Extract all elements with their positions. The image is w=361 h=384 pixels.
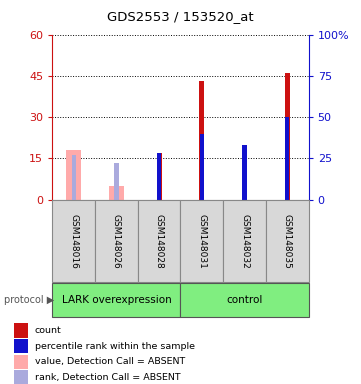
Bar	[180, 283, 309, 317]
Bar	[52, 283, 180, 317]
Bar	[223, 200, 266, 282]
Text: GSM148028: GSM148028	[155, 214, 164, 268]
Text: protocol ▶: protocol ▶	[4, 295, 54, 305]
Bar	[114, 162, 118, 200]
Bar	[285, 73, 290, 200]
Bar	[266, 200, 309, 282]
Text: GDS2553 / 153520_at: GDS2553 / 153520_at	[107, 10, 254, 23]
Bar	[138, 200, 180, 282]
Bar	[14, 355, 28, 369]
Text: rank, Detection Call = ABSENT: rank, Detection Call = ABSENT	[35, 373, 180, 382]
Bar	[14, 370, 28, 384]
Bar	[200, 134, 204, 200]
Bar	[14, 323, 28, 338]
Text: GSM148032: GSM148032	[240, 214, 249, 268]
Bar	[157, 154, 161, 200]
Text: count: count	[35, 326, 62, 335]
Bar	[95, 200, 138, 282]
Text: GSM148031: GSM148031	[197, 214, 206, 268]
Bar	[180, 200, 223, 282]
Bar	[285, 117, 290, 200]
Text: GSM148016: GSM148016	[69, 214, 78, 268]
Bar	[66, 150, 81, 200]
Text: value, Detection Call = ABSENT: value, Detection Call = ABSENT	[35, 357, 185, 366]
Bar	[52, 200, 95, 282]
Text: GSM148035: GSM148035	[283, 214, 292, 268]
Bar	[242, 147, 247, 200]
Bar	[109, 186, 124, 200]
Text: control: control	[226, 295, 263, 305]
Text: LARK overexpression: LARK overexpression	[61, 295, 171, 305]
Bar	[71, 155, 76, 200]
Bar	[199, 81, 204, 200]
Bar	[157, 153, 162, 200]
Text: percentile rank within the sample: percentile rank within the sample	[35, 342, 195, 351]
Bar	[14, 339, 28, 353]
Bar	[243, 145, 247, 200]
Text: GSM148026: GSM148026	[112, 214, 121, 268]
